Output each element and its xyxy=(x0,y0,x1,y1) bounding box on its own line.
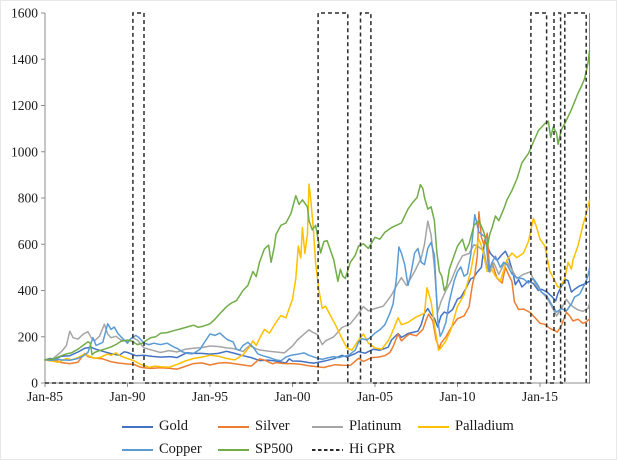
legend-item-copper: Copper xyxy=(122,442,218,457)
y-tick-label: 1400 xyxy=(11,52,38,67)
legend-line-sample-platinum xyxy=(312,425,343,428)
series-line-copper xyxy=(44,213,591,362)
y-tick-label: 0 xyxy=(31,376,38,391)
legend-label-palladium: Palladium xyxy=(455,418,514,435)
series-line-sp500 xyxy=(44,50,591,361)
y-tick-label: 1200 xyxy=(11,98,38,113)
series-line-gold xyxy=(44,239,591,364)
y-tick-label: 200 xyxy=(18,329,39,344)
legend-item-gold: Gold xyxy=(122,419,218,434)
legend-line-sample-gold xyxy=(122,425,153,428)
legend-item-hi-gpr: Hi GPR xyxy=(312,442,418,457)
legend-line-sample-hi-gpr xyxy=(312,448,343,451)
legend-label-copper: Copper xyxy=(159,441,202,458)
x-tick-label: Jan-00 xyxy=(275,389,311,404)
legend-line-sample-silver xyxy=(218,425,249,428)
legend-item-platinum: Platinum xyxy=(312,419,418,434)
y-tick-label: 400 xyxy=(18,283,39,298)
legend-item-silver: Silver xyxy=(218,419,312,434)
y-tick-label: 1600 xyxy=(11,6,38,21)
x-tick-label: Jan-10 xyxy=(440,389,476,404)
legend-item-palladium: Palladium xyxy=(418,419,548,434)
x-tick-label: Jan-95 xyxy=(192,389,228,404)
legend-row-1: Gold Silver Platinum Palladium xyxy=(122,415,602,438)
legend-line-sample-palladium xyxy=(418,425,449,428)
y-tick-label: 1000 xyxy=(11,144,38,159)
series-line-palladium xyxy=(44,183,591,369)
y-tick-label: 800 xyxy=(18,191,39,206)
x-tick-label: Jan-15 xyxy=(522,389,558,404)
legend-label-platinum: Platinum xyxy=(349,418,402,435)
legend-label-hi-gpr: Hi GPR xyxy=(349,441,396,458)
legend-line-sample-copper xyxy=(122,448,153,451)
chart-legend: Gold Silver Platinum Palladium Copper SP500 Hi… xyxy=(122,415,602,459)
y-tick-label: 600 xyxy=(18,237,39,252)
hi-gpr-dashed-line xyxy=(45,12,590,384)
series-line-silver xyxy=(44,211,591,370)
legend-line-sample-sp500 xyxy=(218,448,249,451)
legend-label-gold: Gold xyxy=(159,418,188,435)
x-tick-label: Jan-05 xyxy=(357,389,393,404)
x-tick-label: Jan-85 xyxy=(27,389,63,404)
legend-row-2: Copper SP500 Hi GPR xyxy=(122,438,602,459)
legend-label-sp500: SP500 xyxy=(255,441,293,458)
legend-label-silver: Silver xyxy=(255,418,290,435)
x-tick-label: Jan-90 xyxy=(110,389,146,404)
series-line-platinum xyxy=(44,220,591,362)
legend-item-sp500: SP500 xyxy=(218,442,312,457)
